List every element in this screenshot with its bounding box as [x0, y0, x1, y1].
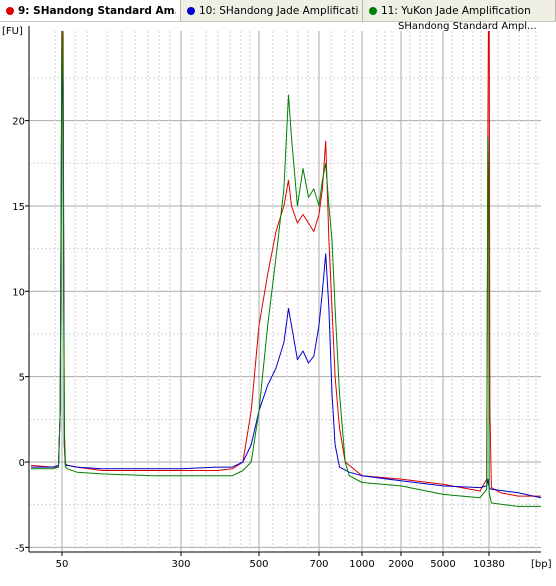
- green-dot-icon: [369, 6, 377, 15]
- blue-dot-icon: [187, 6, 195, 15]
- tab-label: 11: YuKon Jade Amplification: [381, 4, 531, 17]
- x-tick-label: 5000: [430, 559, 455, 570]
- series-traces: [30, 31, 541, 507]
- y-tick-label: 10: [12, 287, 25, 298]
- x-tick-label: 2000: [388, 559, 413, 570]
- series-trace-2: [31, 31, 541, 507]
- y-tick-label: 5: [19, 373, 25, 384]
- y-axis-unit-label: [FU]: [2, 26, 23, 37]
- y-tick-label: -5: [15, 543, 25, 554]
- series-trace-1: [31, 34, 541, 499]
- axes: [25, 26, 541, 556]
- y-tick-label: 0: [19, 458, 25, 469]
- tab-sample-10[interactable]: 10: SHandong Jade Amplificati...: [181, 0, 363, 21]
- x-tick-label: 700: [309, 559, 328, 570]
- x-tick-label: 300: [171, 559, 190, 570]
- red-dot-icon: [6, 6, 14, 15]
- x-tick-label: 500: [249, 559, 268, 570]
- y-tick-label: 20: [12, 117, 25, 128]
- sample-tab-bar: 9: SHandong Standard Am... 10: SHandong …: [0, 0, 556, 22]
- axis-labels: -5 0 5 10 15 20 50 300 500 700 1000 2000 5000 10380 [F…: [2, 26, 552, 570]
- grid-lines: [29, 31, 541, 552]
- x-tick-label: 10380: [473, 559, 505, 570]
- tab-label: 9: SHandong Standard Am...: [18, 4, 176, 17]
- tab-label: 10: SHandong Jade Amplificati...: [199, 4, 358, 17]
- sample-name-label: SHandong Standard Ampl...: [398, 21, 537, 32]
- x-axis-unit-label: [bp]: [531, 559, 552, 570]
- x-tick-label: 1000: [349, 559, 374, 570]
- x-tick-label: 50: [56, 559, 69, 570]
- y-tick-label: 15: [12, 202, 25, 213]
- tab-sample-9[interactable]: 9: SHandong Standard Am...: [0, 0, 181, 21]
